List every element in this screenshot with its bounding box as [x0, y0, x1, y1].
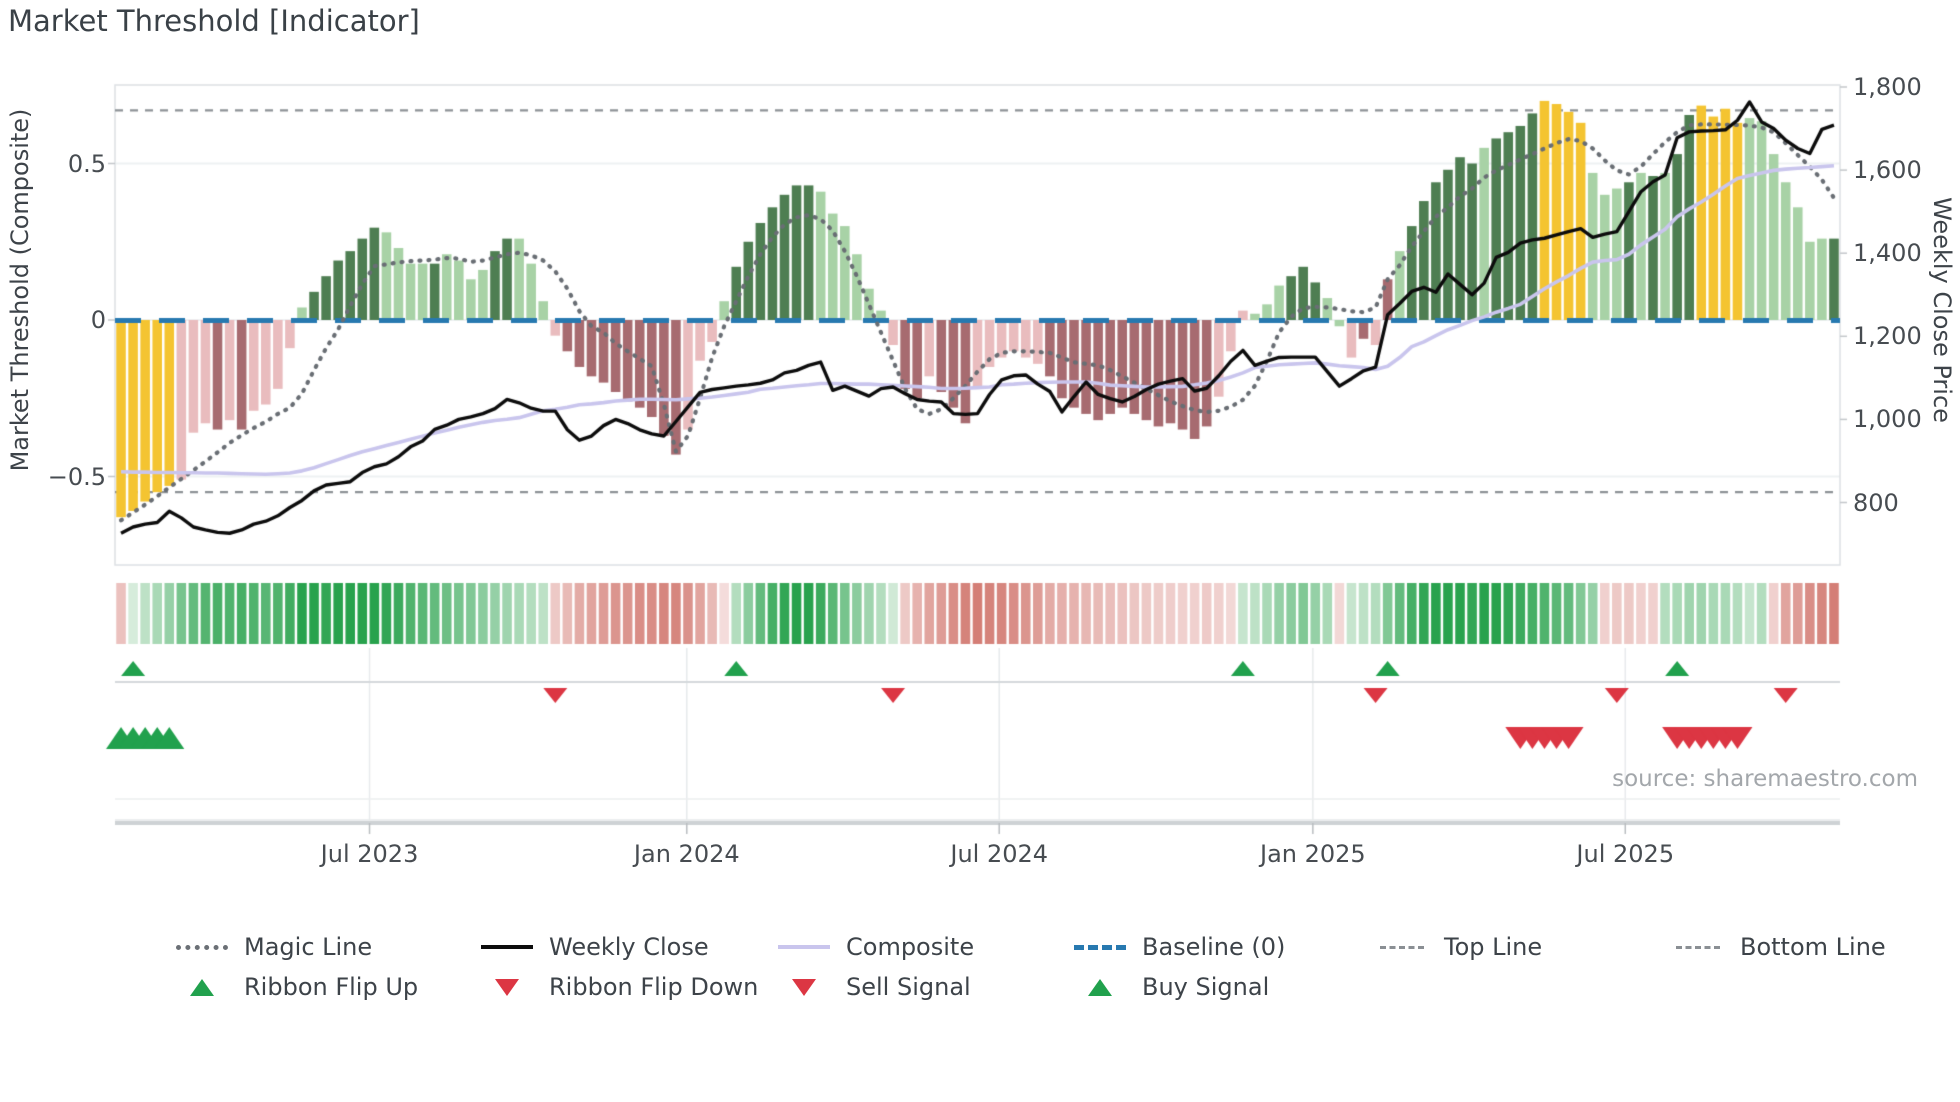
legend-item-sell-signal: Sell Signal	[776, 968, 971, 1006]
page-title: Market Threshold [Indicator]	[8, 4, 420, 38]
x-axis-tick-0: Jul 2023	[320, 840, 419, 868]
solid-lavender-icon	[778, 945, 830, 949]
right-axis-tick-2: 1,400	[1853, 239, 1922, 268]
right-axis-tick-1: 1,600	[1853, 156, 1922, 185]
legend-item-top-line: Top Line	[1374, 928, 1542, 966]
left-axis-title: Market Threshold (Composite)	[6, 108, 34, 472]
x-axis-tick-4: Jul 2025	[1576, 840, 1675, 868]
tri-down-red-icon	[792, 978, 816, 996]
solid-black-icon	[481, 945, 533, 949]
legend-item-magic-line: Magic Line	[174, 928, 372, 966]
legend-item-weekly-close: Weekly Close	[479, 928, 709, 966]
x-axis-tick-2: Jul 2024	[950, 840, 1049, 868]
legend-label: Baseline (0)	[1142, 933, 1286, 961]
legend-label: Sell Signal	[846, 973, 971, 1001]
legend-label: Ribbon Flip Up	[244, 973, 419, 1001]
tri-up-green-icon	[190, 978, 214, 996]
legend-label: Weekly Close	[549, 933, 709, 961]
legend-label: Buy Signal	[1142, 973, 1270, 1001]
legend-item-bottom-line: Bottom Line	[1670, 928, 1886, 966]
legend-item-ribbon-flip-up: Ribbon Flip Up	[174, 968, 418, 1006]
x-axis-tick-3: Jan 2025	[1259, 840, 1366, 868]
legend-item-baseline-0-: Baseline (0)	[1072, 928, 1285, 966]
legend-label: Magic Line	[244, 933, 373, 961]
legend-label: Ribbon Flip Down	[549, 973, 759, 1001]
legend-item-ribbon-flip-down: Ribbon Flip Down	[479, 968, 758, 1006]
source-credit: source: sharemaestro.com	[1612, 766, 1918, 792]
dashed-gray-icon	[1676, 945, 1720, 949]
legend-label: Top Line	[1444, 933, 1543, 961]
dashed-blue-icon	[1074, 944, 1126, 950]
legend-label: Bottom Line	[1740, 933, 1886, 961]
dotted-gray-icon	[176, 944, 228, 950]
legend-item-composite: Composite	[776, 928, 974, 966]
right-axis-tick-4: 1,000	[1853, 405, 1922, 434]
left-axis-tick-1: 0	[90, 306, 106, 334]
left-axis-tick-2: −0.5	[47, 462, 106, 491]
legend-label: Composite	[846, 933, 975, 961]
legend-item-buy-signal: Buy Signal	[1072, 968, 1269, 1006]
dashed-gray-icon	[1380, 945, 1424, 949]
right-axis-title: Weekly Close Price	[1928, 197, 1956, 423]
x-axis-tick-1: Jan 2024	[633, 840, 740, 868]
tri-down-red-icon	[495, 978, 519, 996]
right-axis-tick-0: 1,800	[1853, 73, 1922, 101]
tri-up-green-icon	[1088, 978, 1112, 996]
right-axis-tick-5: 800	[1853, 488, 1899, 517]
right-axis-tick-3: 1,200	[1853, 322, 1922, 351]
left-axis-tick-0: 0.5	[67, 149, 106, 178]
